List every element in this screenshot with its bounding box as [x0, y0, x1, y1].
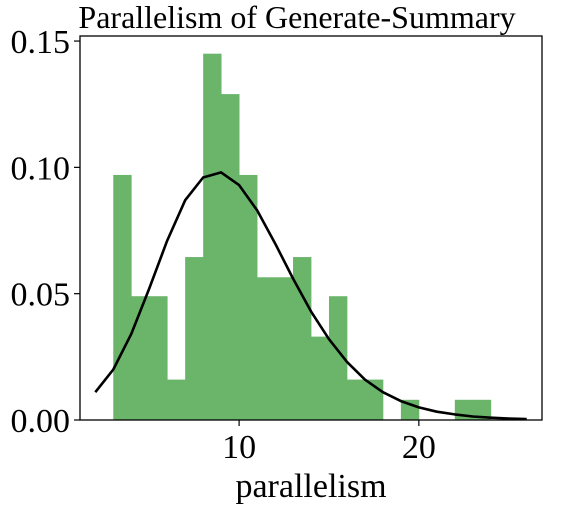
plot-area-frame	[79, 35, 543, 421]
fit-curve	[94, 171, 527, 421]
histogram-bar	[221, 94, 240, 421]
x-tick-label: 20	[402, 429, 436, 466]
histogram-bar	[167, 379, 186, 420]
histogram-bars	[113, 53, 492, 421]
histogram-bar	[275, 277, 294, 420]
histogram-bar	[239, 174, 258, 420]
x-axis-label: parallelism	[235, 468, 386, 505]
histogram-bar	[311, 336, 330, 420]
y-tick-label: 0.15	[11, 24, 71, 61]
y-tick-label: 0.05	[11, 277, 71, 314]
histogram-bar	[113, 174, 132, 420]
x-axis-ticks: 10 20	[222, 420, 436, 466]
histogram-bar	[185, 257, 204, 420]
histogram-bar	[328, 296, 348, 420]
y-axis-ticks: 0.00 0.05 0.10 0.15	[11, 24, 80, 440]
histogram-bar	[203, 53, 222, 421]
histogram-bar	[257, 277, 276, 420]
histogram-bar	[472, 399, 492, 420]
histogram-bar	[293, 257, 312, 420]
chart-title: Parallelism of Generate-Summary	[78, 0, 515, 35]
y-tick-label: 0.00	[11, 403, 71, 440]
histogram-bar	[131, 296, 150, 420]
histogram-bar	[149, 296, 168, 420]
x-tick-label: 10	[222, 429, 256, 466]
y-tick-label: 0.10	[11, 150, 71, 187]
histogram-bar	[346, 379, 366, 420]
